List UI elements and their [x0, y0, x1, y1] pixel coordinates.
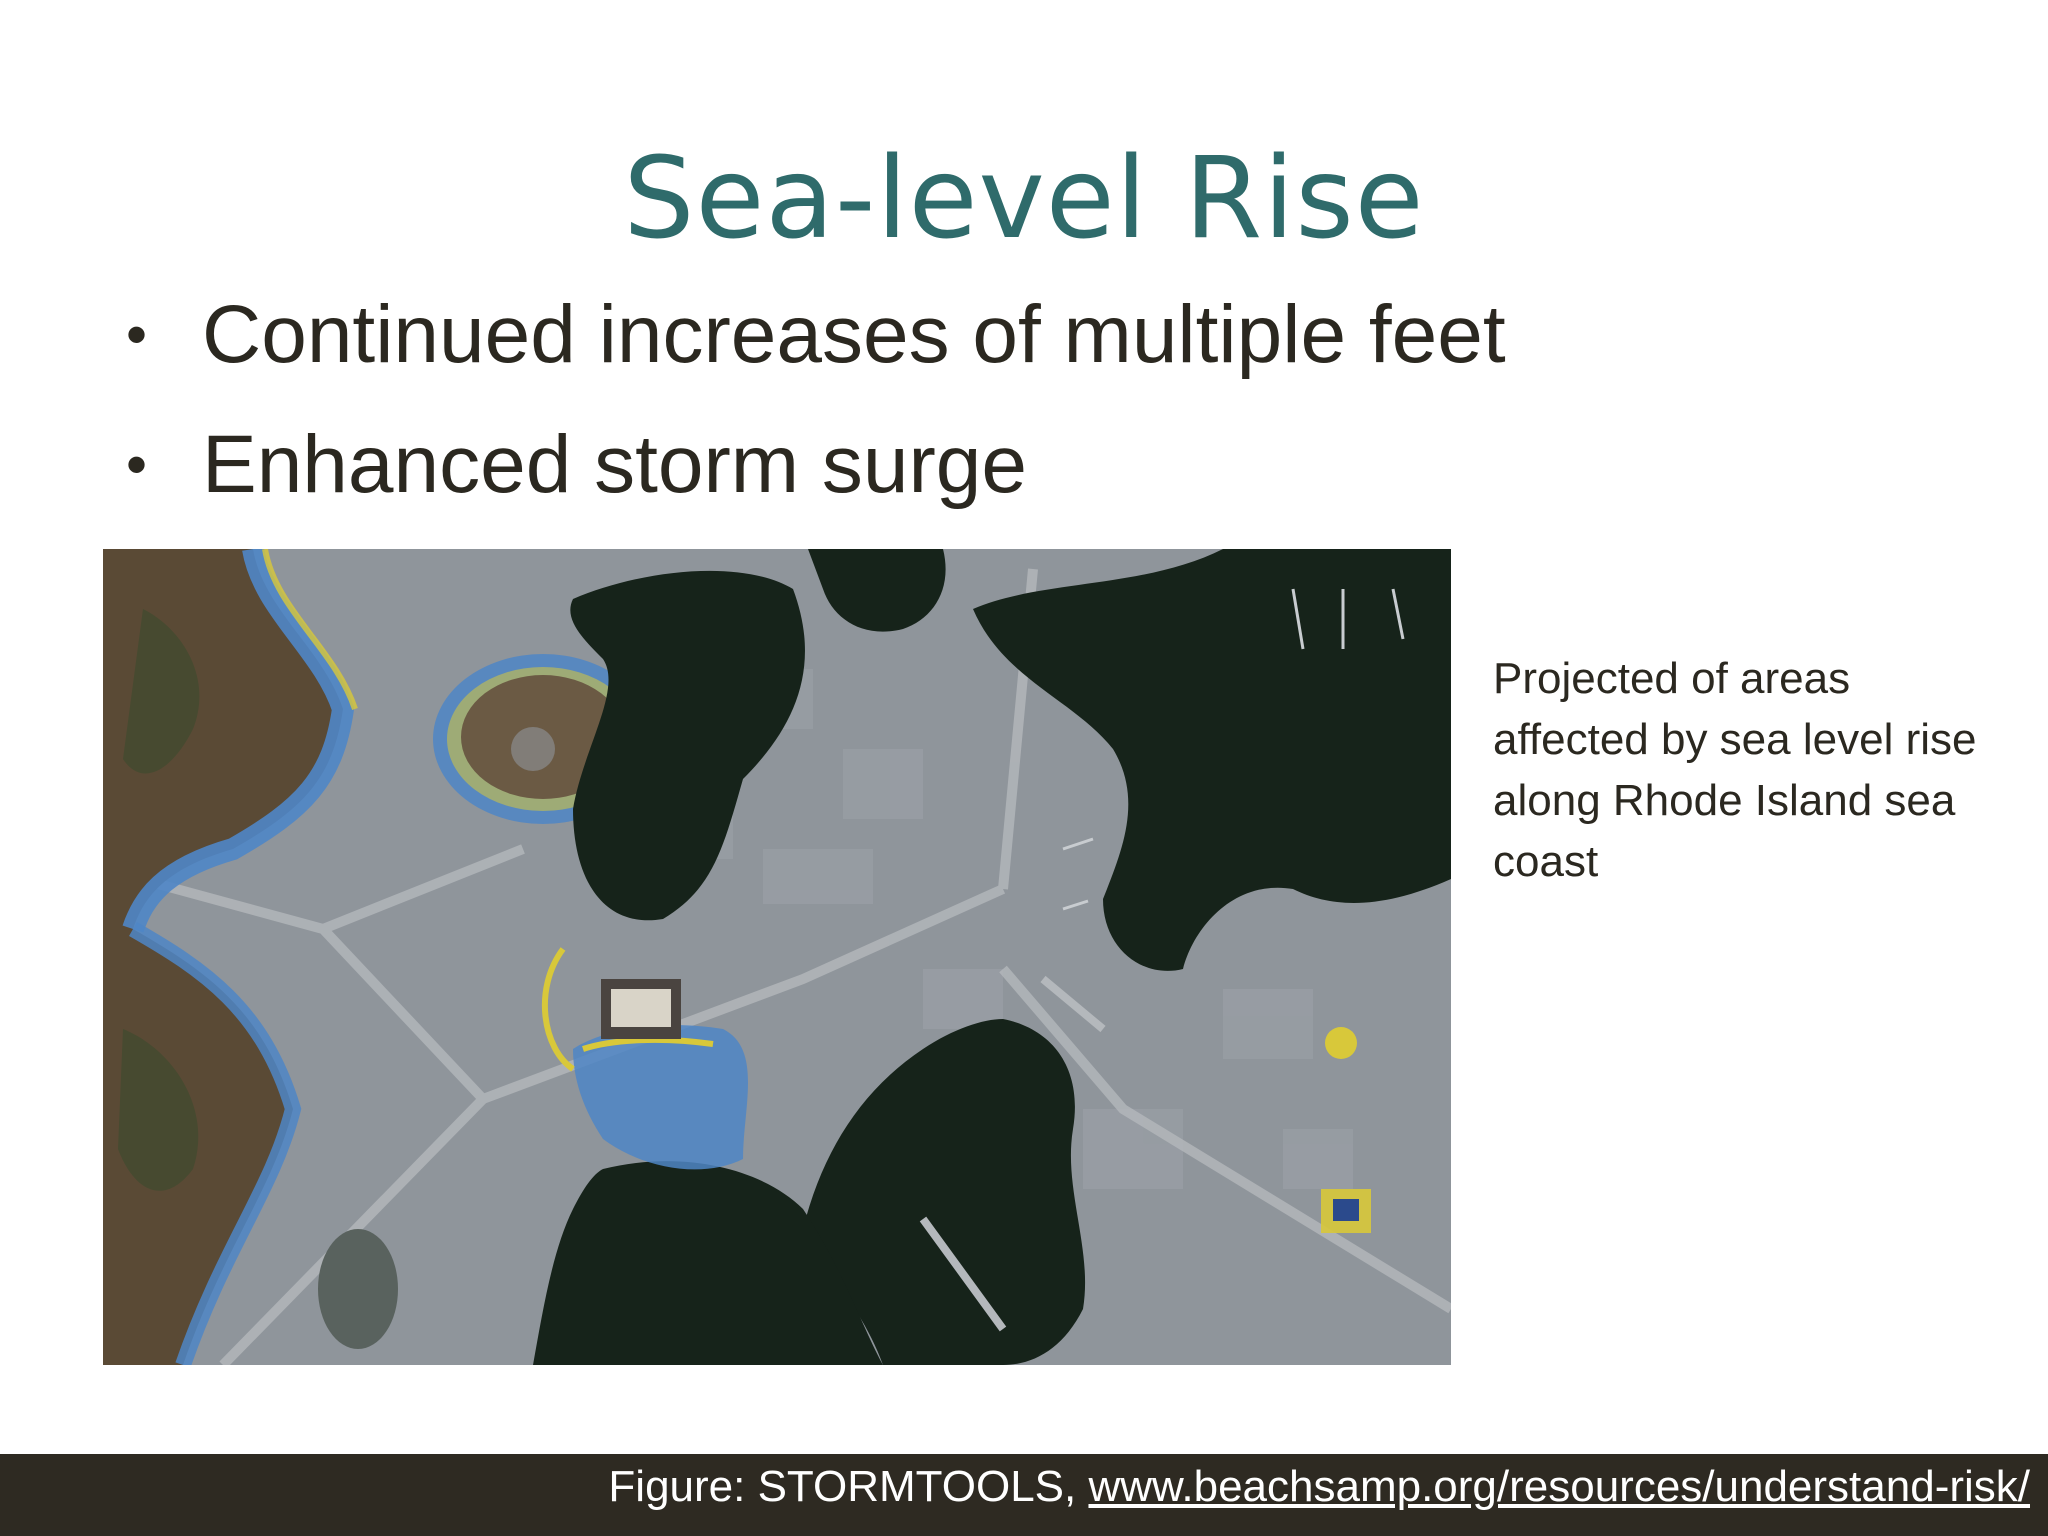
bullet-dot: • — [126, 431, 148, 498]
bullet-text: Continued increases of multiple feet — [202, 289, 1506, 380]
footer-citation: Figure: STORMTOOLS, www.beachsamp.org/re… — [608, 1462, 2030, 1512]
aerial-map-illustration — [103, 549, 1451, 1365]
bullet-dot: • — [126, 301, 148, 368]
footer-bar: Figure: STORMTOOLS, www.beachsamp.org/re… — [0, 1454, 2048, 1536]
slide-title: Sea-level Rise — [623, 134, 1425, 265]
bullet-item: • Enhanced storm surge — [120, 400, 1506, 530]
source-link[interactable]: www.beachsamp.org/resources/understand-r… — [1088, 1462, 2030, 1511]
sea-level-rise-map-image — [103, 549, 1451, 1365]
footer-citation-prefix: Figure: STORMTOOLS, — [608, 1462, 1089, 1511]
bullet-item: • Continued increases of multiple feet — [120, 270, 1506, 400]
bullet-text: Enhanced storm surge — [202, 419, 1028, 510]
bullet-list: • Continued increases of multiple feet •… — [120, 270, 1506, 530]
map-caption: Projected of areas affected by sea level… — [1493, 654, 1977, 886]
